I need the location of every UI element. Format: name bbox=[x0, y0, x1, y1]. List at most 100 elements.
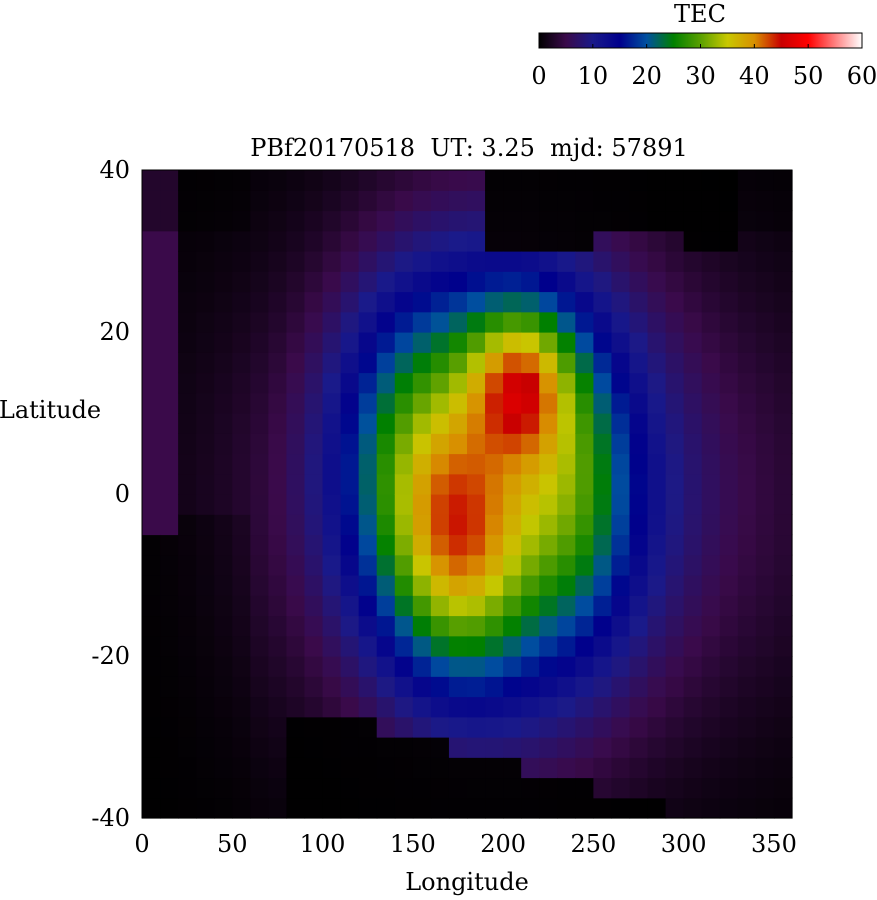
heatmap-cell bbox=[539, 372, 558, 394]
heatmap-cell bbox=[485, 575, 504, 596]
heatmap-cell bbox=[196, 554, 215, 576]
heatmap-cell bbox=[268, 413, 288, 434]
heatmap-cell bbox=[268, 372, 288, 394]
heatmap-cell bbox=[430, 453, 450, 475]
heatmap-cell bbox=[286, 595, 306, 617]
heatmap-cell bbox=[286, 554, 306, 576]
heatmap-cell bbox=[142, 575, 161, 596]
heatmap-cell bbox=[214, 494, 233, 515]
heatmap-cell bbox=[448, 251, 468, 272]
heatmap-cell bbox=[358, 716, 378, 738]
heatmap-cell bbox=[539, 291, 558, 313]
heatmap-cell bbox=[647, 554, 667, 576]
heatmap-cell bbox=[448, 311, 468, 333]
heatmap-cell bbox=[340, 332, 360, 353]
heatmap-cell bbox=[683, 251, 703, 272]
heatmap-cell bbox=[268, 757, 288, 779]
heatmap-cell bbox=[719, 251, 739, 272]
heatmap-cell bbox=[485, 291, 504, 313]
heatmap-cell bbox=[539, 656, 558, 677]
heatmap-cell bbox=[611, 656, 631, 677]
heatmap-cell bbox=[142, 595, 161, 617]
heatmap-cell bbox=[719, 615, 739, 637]
heatmap-cell bbox=[268, 716, 288, 738]
heatmap-cell bbox=[647, 271, 667, 293]
heatmap-cell bbox=[773, 656, 793, 677]
heatmap-cell bbox=[647, 656, 667, 677]
heatmap-cell bbox=[575, 777, 594, 799]
heatmap-cell bbox=[521, 554, 540, 576]
heatmap-cell bbox=[304, 737, 324, 758]
heatmap-cell bbox=[430, 676, 450, 698]
heatmap-cell bbox=[286, 534, 306, 556]
heatmap-cell bbox=[214, 757, 233, 779]
heatmap-cell bbox=[557, 554, 576, 576]
heatmap-cell bbox=[503, 575, 522, 596]
heatmap-cell bbox=[358, 251, 378, 272]
heatmap-cell bbox=[142, 635, 161, 657]
heatmap-cell bbox=[755, 311, 775, 333]
heatmap-cell bbox=[250, 635, 269, 657]
heatmap-cell bbox=[665, 291, 685, 313]
heatmap-cell bbox=[322, 433, 342, 455]
heatmap-cell bbox=[701, 433, 721, 455]
heatmap-cell bbox=[286, 311, 306, 333]
heatmap-cell bbox=[286, 494, 306, 515]
heatmap-cell bbox=[557, 352, 576, 374]
heatmap-cell bbox=[142, 413, 161, 434]
heatmap-cell bbox=[412, 332, 432, 353]
heatmap-cell bbox=[412, 534, 432, 556]
heatmap-cell bbox=[557, 291, 576, 313]
heatmap-cell bbox=[196, 291, 215, 313]
heatmap-cell bbox=[142, 453, 161, 475]
heatmap-cell bbox=[232, 170, 251, 191]
heatmap-cell bbox=[701, 230, 721, 252]
heatmap-cell bbox=[737, 595, 757, 617]
heatmap-cell bbox=[214, 696, 233, 718]
heatmap-cell bbox=[485, 696, 504, 718]
heatmap-cell bbox=[178, 656, 197, 677]
heatmap-cell bbox=[773, 554, 793, 576]
heatmap-cell bbox=[394, 251, 414, 272]
heatmap-cell bbox=[196, 230, 215, 252]
heatmap-cell bbox=[467, 473, 486, 495]
heatmap-cell bbox=[214, 372, 233, 394]
heatmap-cell bbox=[160, 635, 179, 657]
heatmap-cell bbox=[575, 554, 594, 576]
heatmap-cell bbox=[575, 291, 594, 313]
heatmap-cell bbox=[340, 453, 360, 475]
heatmap-cell bbox=[286, 676, 306, 698]
heatmap-cell bbox=[629, 676, 649, 698]
heatmap-cell bbox=[611, 777, 631, 799]
heatmap-cell bbox=[160, 716, 179, 738]
heatmap-cell bbox=[503, 554, 522, 576]
heatmap-cell bbox=[557, 413, 576, 434]
heatmap-cell bbox=[250, 413, 269, 434]
heatmap-cell bbox=[376, 433, 396, 455]
heatmap-cell bbox=[737, 494, 757, 515]
heatmap-cell bbox=[160, 514, 179, 536]
heatmap-cell bbox=[701, 676, 721, 698]
heatmap-cell bbox=[773, 372, 793, 394]
heatmap-cell bbox=[557, 656, 576, 677]
heatmap-cell bbox=[503, 656, 522, 677]
heatmap-cell bbox=[773, 737, 793, 758]
heatmap-cell bbox=[394, 291, 414, 313]
heatmap-cell bbox=[232, 210, 251, 232]
heatmap-cell bbox=[719, 352, 739, 374]
heatmap-cell bbox=[503, 534, 522, 556]
heatmap-cell bbox=[340, 534, 360, 556]
heatmap-cell bbox=[485, 311, 504, 333]
heatmap-cell bbox=[503, 190, 522, 212]
heatmap-cell bbox=[557, 210, 576, 232]
heatmap-cell bbox=[430, 777, 450, 799]
heatmap-cell bbox=[539, 554, 558, 576]
heatmap-cell bbox=[701, 453, 721, 475]
heatmap-cell bbox=[304, 453, 324, 475]
heatmap-cell bbox=[268, 494, 288, 515]
heatmap-cell bbox=[268, 554, 288, 576]
heatmap-cell bbox=[250, 575, 269, 596]
heatmap-cell bbox=[394, 696, 414, 718]
heatmap-cell bbox=[467, 575, 486, 596]
heatmap-cell bbox=[755, 676, 775, 698]
